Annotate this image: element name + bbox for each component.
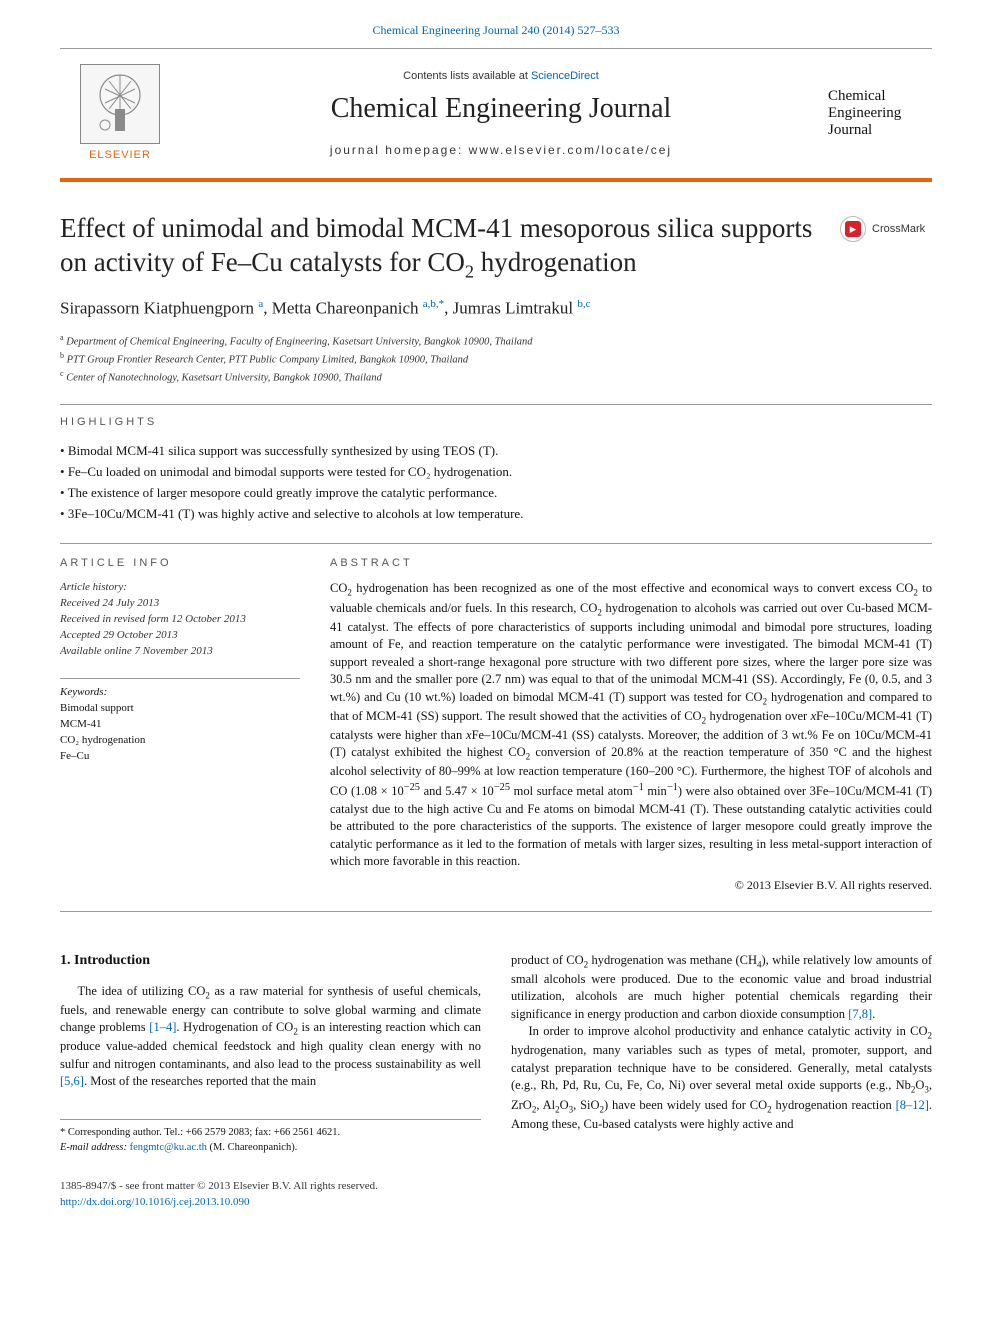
highlight-item: • The existence of larger mesopore could… bbox=[60, 483, 932, 504]
elsevier-tree-icon bbox=[80, 64, 160, 144]
crossmark-badge[interactable]: ▸ CrossMark bbox=[840, 216, 932, 242]
abstract-column: ABSTRACT CO2 hydrogenation has been reco… bbox=[330, 556, 932, 893]
keyword-item: CO₂ hydrogenation bbox=[60, 733, 300, 749]
article-info-label: ARTICLE INFO bbox=[60, 556, 300, 571]
keywords-block: Keywords: Bimodal supportMCM-41CO₂ hydro… bbox=[60, 678, 300, 765]
keywords-head: Keywords: bbox=[60, 685, 300, 701]
journal-name: Chemical Engineering Journal bbox=[180, 90, 822, 128]
rule bbox=[60, 404, 932, 405]
cover-line3: Journal bbox=[828, 122, 872, 139]
sciencedirect-link[interactable]: ScienceDirect bbox=[531, 70, 599, 82]
doi-link[interactable]: http://dx.doi.org/10.1016/j.cej.2013.10.… bbox=[60, 1196, 250, 1208]
highlight-item: • 3Fe–10Cu/MCM-41 (T) was highly active … bbox=[60, 504, 932, 525]
revised-line: Received in revised form 12 October 2013 bbox=[60, 612, 300, 628]
intro-left-column: 1. Introduction The idea of utilizing CO… bbox=[60, 952, 481, 1155]
cover-line1: Chemical bbox=[828, 88, 885, 105]
keyword-item: Fe–Cu bbox=[60, 749, 300, 765]
crossmark-icon: ▸ bbox=[840, 216, 866, 242]
abstract-copyright: © 2013 Elsevier B.V. All rights reserved… bbox=[330, 877, 932, 893]
article-title: Effect of unimodal and bimodal MCM-41 me… bbox=[60, 212, 826, 283]
authors-line: Sirapassorn Kiatphuengporn a, Metta Char… bbox=[60, 297, 932, 321]
corr-author-line: * Corresponding author. Tel.: +66 2579 2… bbox=[60, 1126, 481, 1141]
affiliations: a Department of Chemical Engineering, Fa… bbox=[60, 332, 932, 385]
highlights-list: • Bimodal MCM-41 silica support was succ… bbox=[60, 441, 932, 524]
journal-center-block: Contents lists available at ScienceDirec… bbox=[180, 49, 822, 178]
received-line: Received 24 July 2013 bbox=[60, 596, 300, 612]
keyword-item: Bimodal support bbox=[60, 701, 300, 717]
affiliation-line: c Center of Nanotechnology, Kasetsart Un… bbox=[60, 368, 932, 386]
intro-right-text: product of CO2 hydrogenation was methane… bbox=[511, 952, 932, 1133]
keyword-item: MCM-41 bbox=[60, 717, 300, 733]
accepted-line: Accepted 29 October 2013 bbox=[60, 628, 300, 644]
online-line: Available online 7 November 2013 bbox=[60, 644, 300, 660]
intro-left-text: The idea of utilizing CO2 as a raw mater… bbox=[60, 983, 481, 1091]
crossmark-label: CrossMark bbox=[872, 222, 925, 237]
issue-citation-link[interactable]: Chemical Engineering Journal 240 (2014) … bbox=[0, 0, 992, 48]
publisher-name: ELSEVIER bbox=[89, 148, 151, 163]
publisher-logo-block[interactable]: ELSEVIER bbox=[60, 49, 180, 178]
journal-homepage-line[interactable]: journal homepage: www.elsevier.com/locat… bbox=[180, 142, 822, 158]
intro-heading: 1. Introduction bbox=[60, 952, 481, 971]
history-head: Article history: bbox=[60, 580, 300, 596]
contents-prefix: Contents lists available at bbox=[403, 70, 531, 82]
affiliation-line: b PTT Group Frontier Research Center, PT… bbox=[60, 350, 932, 368]
highlight-item: • Fe–Cu loaded on unimodal and bimodal s… bbox=[60, 462, 932, 483]
corresponding-author-footnote: * Corresponding author. Tel.: +66 2579 2… bbox=[60, 1119, 481, 1155]
article-info-column: ARTICLE INFO Article history: Received 2… bbox=[60, 556, 300, 893]
article-history: Article history: Received 24 July 2013 R… bbox=[60, 580, 300, 660]
affiliation-line: a Department of Chemical Engineering, Fa… bbox=[60, 332, 932, 350]
highlights-label: HIGHLIGHTS bbox=[60, 415, 932, 430]
highlight-item: • Bimodal MCM-41 silica support was succ… bbox=[60, 441, 932, 462]
cover-line2: Engineering bbox=[828, 105, 901, 122]
abstract-label: ABSTRACT bbox=[330, 556, 932, 571]
contents-available-line: Contents lists available at ScienceDirec… bbox=[180, 69, 822, 84]
email-label: E-mail address: bbox=[60, 1142, 130, 1153]
journal-header: ELSEVIER Contents lists available at Sci… bbox=[60, 48, 932, 178]
issn-line: 1385-8947/$ - see front matter © 2013 El… bbox=[60, 1179, 932, 1194]
rule bbox=[60, 911, 932, 912]
journal-cover-thumb: Chemical Engineering Journal bbox=[822, 49, 932, 178]
abstract-text: CO2 hydrogenation has been recognized as… bbox=[330, 580, 932, 870]
intro-right-column: product of CO2 hydrogenation was methane… bbox=[511, 952, 932, 1155]
page-footer: 1385-8947/$ - see front matter © 2013 El… bbox=[60, 1179, 932, 1210]
email-tail: (M. Chareonpanich). bbox=[207, 1142, 297, 1153]
corr-email-link[interactable]: fengmtc@ku.ac.th bbox=[130, 1142, 207, 1153]
